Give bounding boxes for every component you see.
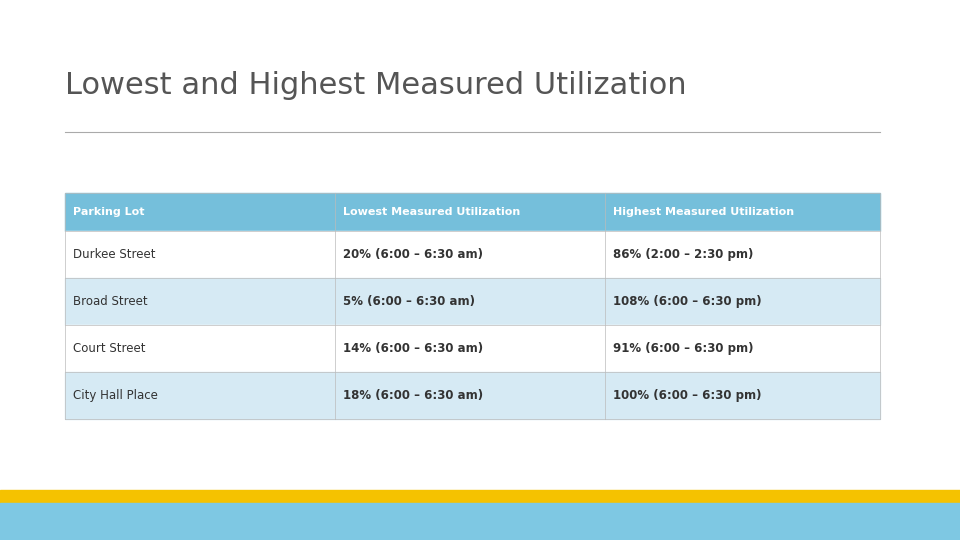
Bar xyxy=(65,231,335,278)
Bar xyxy=(605,372,880,419)
Bar xyxy=(335,193,605,231)
Bar xyxy=(65,372,335,419)
Bar xyxy=(605,278,880,325)
Text: City Hall Place: City Hall Place xyxy=(73,389,157,402)
Text: 100% (6:00 – 6:30 pm): 100% (6:00 – 6:30 pm) xyxy=(613,389,761,402)
Text: 18% (6:00 – 6:30 am): 18% (6:00 – 6:30 am) xyxy=(343,389,483,402)
Bar xyxy=(0,490,960,503)
Bar xyxy=(335,231,605,278)
Bar xyxy=(65,325,335,372)
Bar xyxy=(65,278,335,325)
Bar xyxy=(0,503,960,540)
Bar xyxy=(605,231,880,278)
Text: 86% (2:00 – 2:30 pm): 86% (2:00 – 2:30 pm) xyxy=(613,248,754,261)
Text: Highest Measured Utilization: Highest Measured Utilization xyxy=(613,207,794,217)
Bar xyxy=(605,325,880,372)
Text: Lowest Measured Utilization: Lowest Measured Utilization xyxy=(343,207,520,217)
Bar xyxy=(65,193,335,231)
Bar xyxy=(335,278,605,325)
Text: 5% (6:00 – 6:30 am): 5% (6:00 – 6:30 am) xyxy=(343,295,475,308)
Text: 20% (6:00 – 6:30 am): 20% (6:00 – 6:30 am) xyxy=(343,248,483,261)
Bar xyxy=(335,325,605,372)
Text: Broad Street: Broad Street xyxy=(73,295,148,308)
Text: Durkee Street: Durkee Street xyxy=(73,248,156,261)
Text: Parking Lot: Parking Lot xyxy=(73,207,145,217)
Text: 14% (6:00 – 6:30 am): 14% (6:00 – 6:30 am) xyxy=(343,342,483,355)
Text: Lowest and Highest Measured Utilization: Lowest and Highest Measured Utilization xyxy=(65,71,686,100)
Text: 91% (6:00 – 6:30 pm): 91% (6:00 – 6:30 pm) xyxy=(613,342,754,355)
Bar xyxy=(605,193,880,231)
Text: 108% (6:00 – 6:30 pm): 108% (6:00 – 6:30 pm) xyxy=(613,295,761,308)
Text: Court Street: Court Street xyxy=(73,342,146,355)
Bar xyxy=(335,372,605,419)
